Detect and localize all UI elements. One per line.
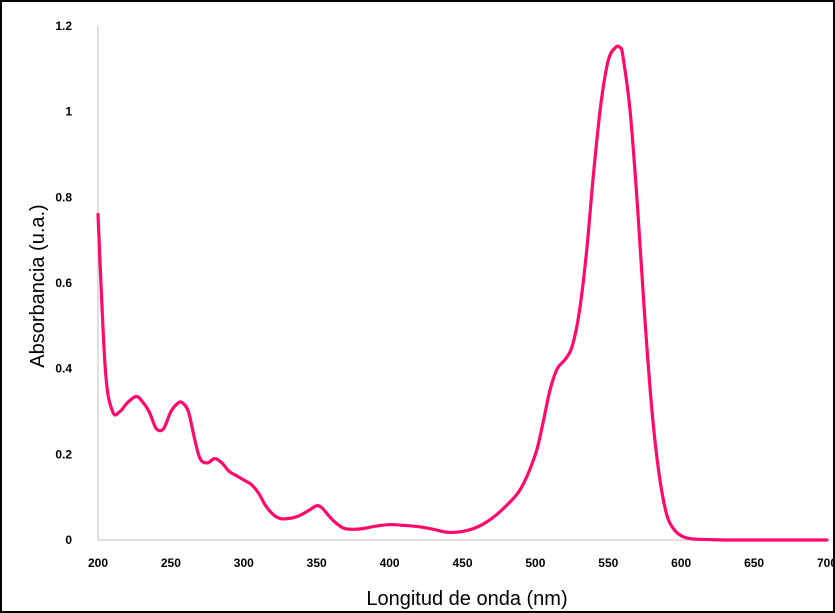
x-tick-label: 300 [234, 556, 254, 570]
y-tick-label: 0.4 [55, 362, 72, 376]
x-tick-label: 250 [161, 556, 181, 570]
x-tick-label: 650 [744, 556, 764, 570]
x-tick-label: 500 [525, 556, 545, 570]
y-axis-ticks: 0 0.2 0.4 0.6 0.8 1 1.2 [55, 19, 72, 547]
y-tick-label: 0.8 [55, 190, 72, 204]
y-tick-label: 1.2 [55, 19, 72, 33]
y-axis-title: Absorbancia (u.a.) [27, 204, 49, 367]
x-tick-label: 200 [88, 556, 108, 570]
absorbance-series-line [98, 46, 827, 540]
x-tick-label: 700 [817, 556, 835, 570]
x-tick-label: 550 [598, 556, 618, 570]
y-tick-label: 1 [65, 105, 72, 119]
y-tick-label: 0 [65, 533, 72, 547]
y-tick-label: 0.2 [55, 447, 72, 461]
x-axis-ticks: 200 250 300 350 400 450 500 550 600 650 700 [88, 556, 835, 570]
plot-area [98, 46, 827, 540]
x-tick-label: 450 [452, 556, 472, 570]
x-tick-label: 350 [307, 556, 327, 570]
x-axis-title: Longitud de onda (nm) [366, 588, 567, 610]
y-tick-label: 0.6 [55, 276, 72, 290]
x-tick-label: 600 [671, 556, 691, 570]
x-tick-label: 400 [380, 556, 400, 570]
